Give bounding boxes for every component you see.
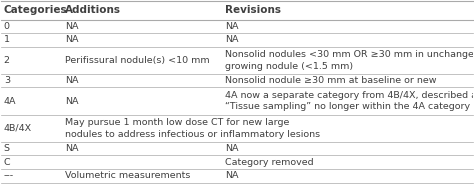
Text: Category removed: Category removed: [225, 158, 314, 167]
Text: NA: NA: [225, 35, 239, 44]
Text: NA: NA: [225, 144, 239, 153]
Text: Additions: Additions: [65, 6, 121, 15]
Text: 4A now a separate category from 4B/4X, described as “suspicious”
“Tissue samplin: 4A now a separate category from 4B/4X, d…: [225, 91, 474, 112]
Text: NA: NA: [65, 144, 79, 153]
Text: NA: NA: [225, 171, 239, 180]
Text: ---: ---: [4, 171, 14, 180]
Text: NA: NA: [225, 22, 239, 31]
Text: C: C: [4, 158, 10, 167]
Text: Nonsolid nodule ≥30 mm at baseline or new: Nonsolid nodule ≥30 mm at baseline or ne…: [225, 76, 437, 85]
Text: Categories: Categories: [4, 6, 67, 15]
Text: NA: NA: [65, 22, 79, 31]
Text: NA: NA: [65, 76, 79, 85]
Text: S: S: [4, 144, 10, 153]
Text: NA: NA: [65, 35, 79, 44]
Text: 2: 2: [4, 56, 10, 65]
Text: May pursue 1 month low dose CT for new large
nodules to address infectious or in: May pursue 1 month low dose CT for new l…: [65, 118, 320, 139]
Text: 4A: 4A: [4, 97, 16, 106]
Text: Revisions: Revisions: [225, 6, 281, 15]
Text: 4B/4X: 4B/4X: [4, 124, 32, 133]
Text: 1: 1: [4, 35, 10, 44]
Text: Perifissural nodule(s) <10 mm: Perifissural nodule(s) <10 mm: [65, 56, 210, 65]
Text: Nonsolid nodules <30 mm OR ≥30 mm in unchanged/slowly
growing nodule (<1.5 mm): Nonsolid nodules <30 mm OR ≥30 mm in unc…: [225, 50, 474, 71]
Text: 0: 0: [4, 22, 10, 31]
Text: Volumetric measurements: Volumetric measurements: [65, 171, 191, 180]
Text: 3: 3: [4, 76, 10, 85]
Text: NA: NA: [65, 97, 79, 106]
